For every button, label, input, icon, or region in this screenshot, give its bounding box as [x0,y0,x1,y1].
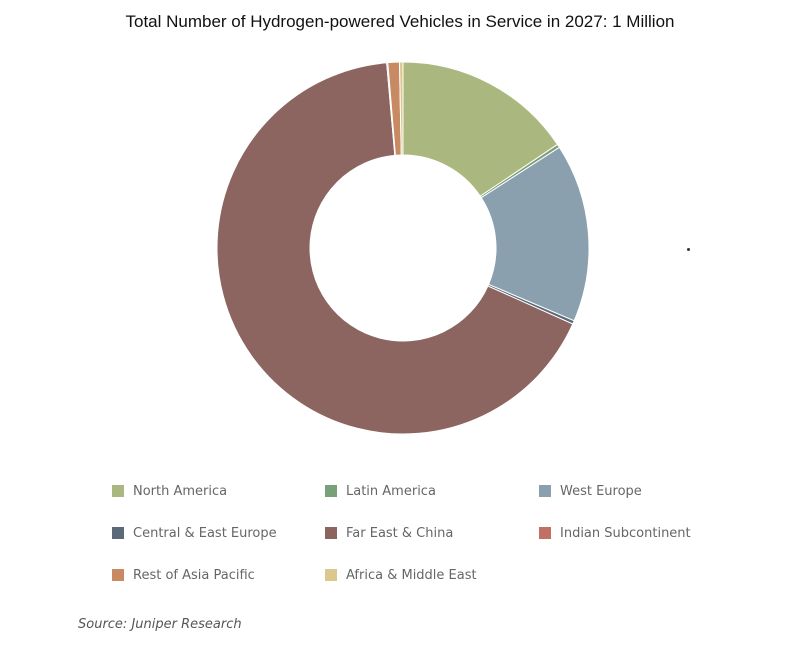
legend-item-africa-and-middle-east[interactable]: Africa & Middle East [325,564,477,586]
legend-item-central-and-east-europe[interactable]: Central & East Europe [112,522,277,544]
stray-dot [687,248,690,251]
legend-item-rest-of-asia-pacific[interactable]: Rest of Asia Pacific [112,564,255,586]
legend-item-indian-subcontinent[interactable]: Indian Subcontinent [539,522,691,544]
legend-label: West Europe [560,483,642,499]
legend-swatch [539,527,551,539]
legend-label: North America [133,483,228,499]
source-note: Source: Juniper Research [78,617,242,632]
legend-item-north-america[interactable]: North America [112,480,227,502]
legend-label: Rest of Asia Pacific [133,567,255,583]
legend-label: Far East & China [346,525,454,541]
donut-chart [216,61,590,435]
legend-label: Indian Subcontinent [560,525,691,541]
legend-swatch [112,569,124,581]
legend-swatch [325,569,337,581]
legend-label: Central & East Europe [133,525,277,541]
legend-swatch [539,485,551,497]
legend-label: Africa & Middle East [346,567,477,583]
legend-swatch [112,485,124,497]
legend-label: Latin America [346,483,436,499]
legend-swatch [325,485,337,497]
slice-north-america [402,61,559,197]
legend-item-far-east-and-china[interactable]: Far East & China [325,522,453,544]
legend-item-west-europe[interactable]: West Europe [539,480,642,502]
legend-swatch [112,527,124,539]
legend-item-latin-america[interactable]: Latin America [325,480,436,502]
slice-far-east-and-china [216,62,574,435]
slice-africa-and-middle-east [398,61,404,156]
legend-swatch [325,527,337,539]
chart-title: Total Number of Hydrogen-powered Vehicle… [125,12,675,31]
